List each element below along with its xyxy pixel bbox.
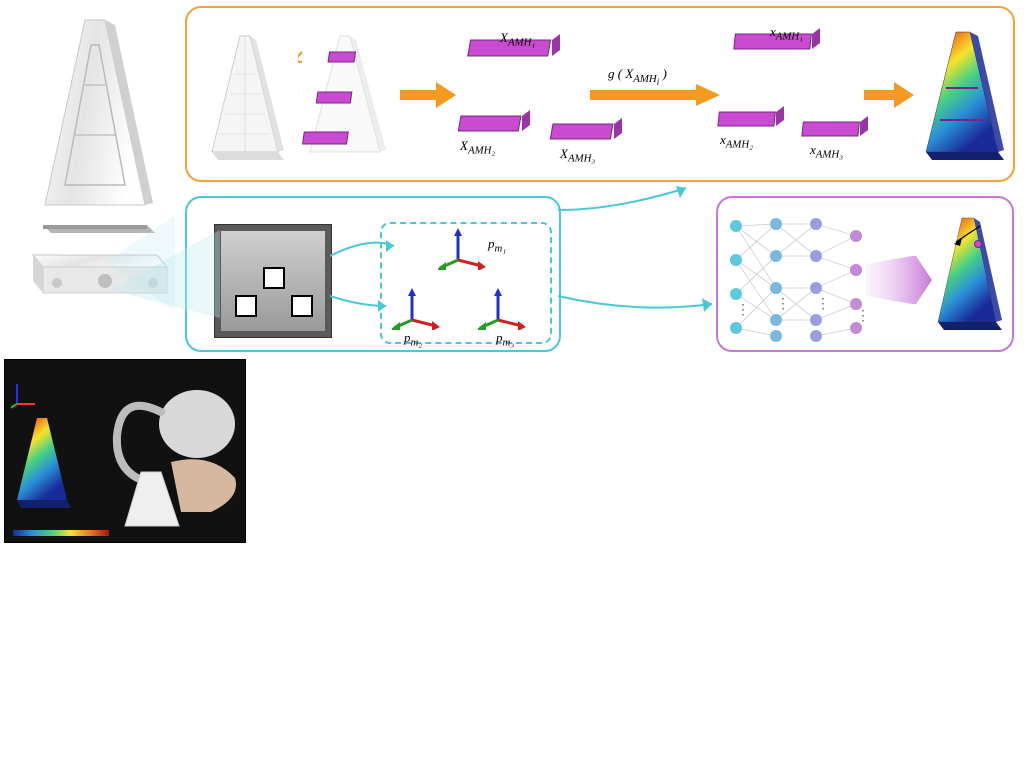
xyz-axes-icon: [11, 382, 39, 410]
amh-x3: [548, 118, 628, 146]
p2: pm₂: [404, 330, 422, 349]
arrow-1: [400, 82, 456, 108]
err-density-row: [312, 549, 672, 645]
x2l-label: xAMH₂: [720, 132, 753, 151]
pose-3: [478, 286, 528, 330]
x3l-label: xAMH₃: [810, 142, 843, 161]
mesh-template-plain: [200, 34, 290, 174]
pose-1: [438, 226, 488, 270]
density-error-plot: [480, 359, 670, 545]
cyan-arrows: [330, 236, 400, 336]
haptic-sketch: [101, 372, 243, 532]
deform-row: [4, 549, 304, 645]
deformed-mesh: [916, 30, 1010, 176]
regression-row: [4, 651, 304, 763]
svg-text:⋮: ⋮: [776, 297, 790, 312]
bridge-arrow-1: [556, 184, 696, 214]
scatter-error-plot: [260, 359, 468, 545]
pipeline-figure: XAMH₁ XAMH₂ XAMH₃ g ( XAMHi ) xAMH₁ xAMH…: [0, 0, 1024, 355]
bridge-arrow-2: [556, 292, 716, 316]
p1: pm₁: [488, 236, 506, 255]
x2-label: XAMH₂: [460, 138, 495, 157]
neural-net-icon: ⋮ ⋮ ⋮ ⋮: [726, 216, 876, 344]
results-figure: [0, 355, 1024, 768]
svg-text:⋮: ⋮: [816, 297, 830, 312]
inset-finger: [11, 416, 75, 516]
magenta-fan-arrow: [866, 256, 932, 304]
amh-x2l: [714, 106, 792, 132]
x1l-label: xAMH₁: [770, 24, 803, 43]
arrow-rigid: [590, 84, 720, 106]
p3: pm₃: [496, 330, 514, 349]
amh-x3l: [798, 116, 876, 142]
mesh-template-handles: [298, 34, 398, 174]
amh-x2: [456, 110, 536, 138]
trajectory-grid: [680, 357, 1022, 765]
photo-haptic: [4, 359, 246, 543]
camera-image: [214, 224, 332, 338]
touch-arrow: [952, 224, 982, 246]
x1-label: XAMH₁: [500, 30, 535, 49]
arrow-3: [864, 82, 914, 108]
svg-text:⋮: ⋮: [736, 303, 750, 318]
svg-text:⋮: ⋮: [856, 309, 870, 324]
camera-fan: [110, 230, 220, 320]
err-regression-row: [312, 651, 672, 763]
x3-label: XAMH₃: [560, 146, 595, 165]
